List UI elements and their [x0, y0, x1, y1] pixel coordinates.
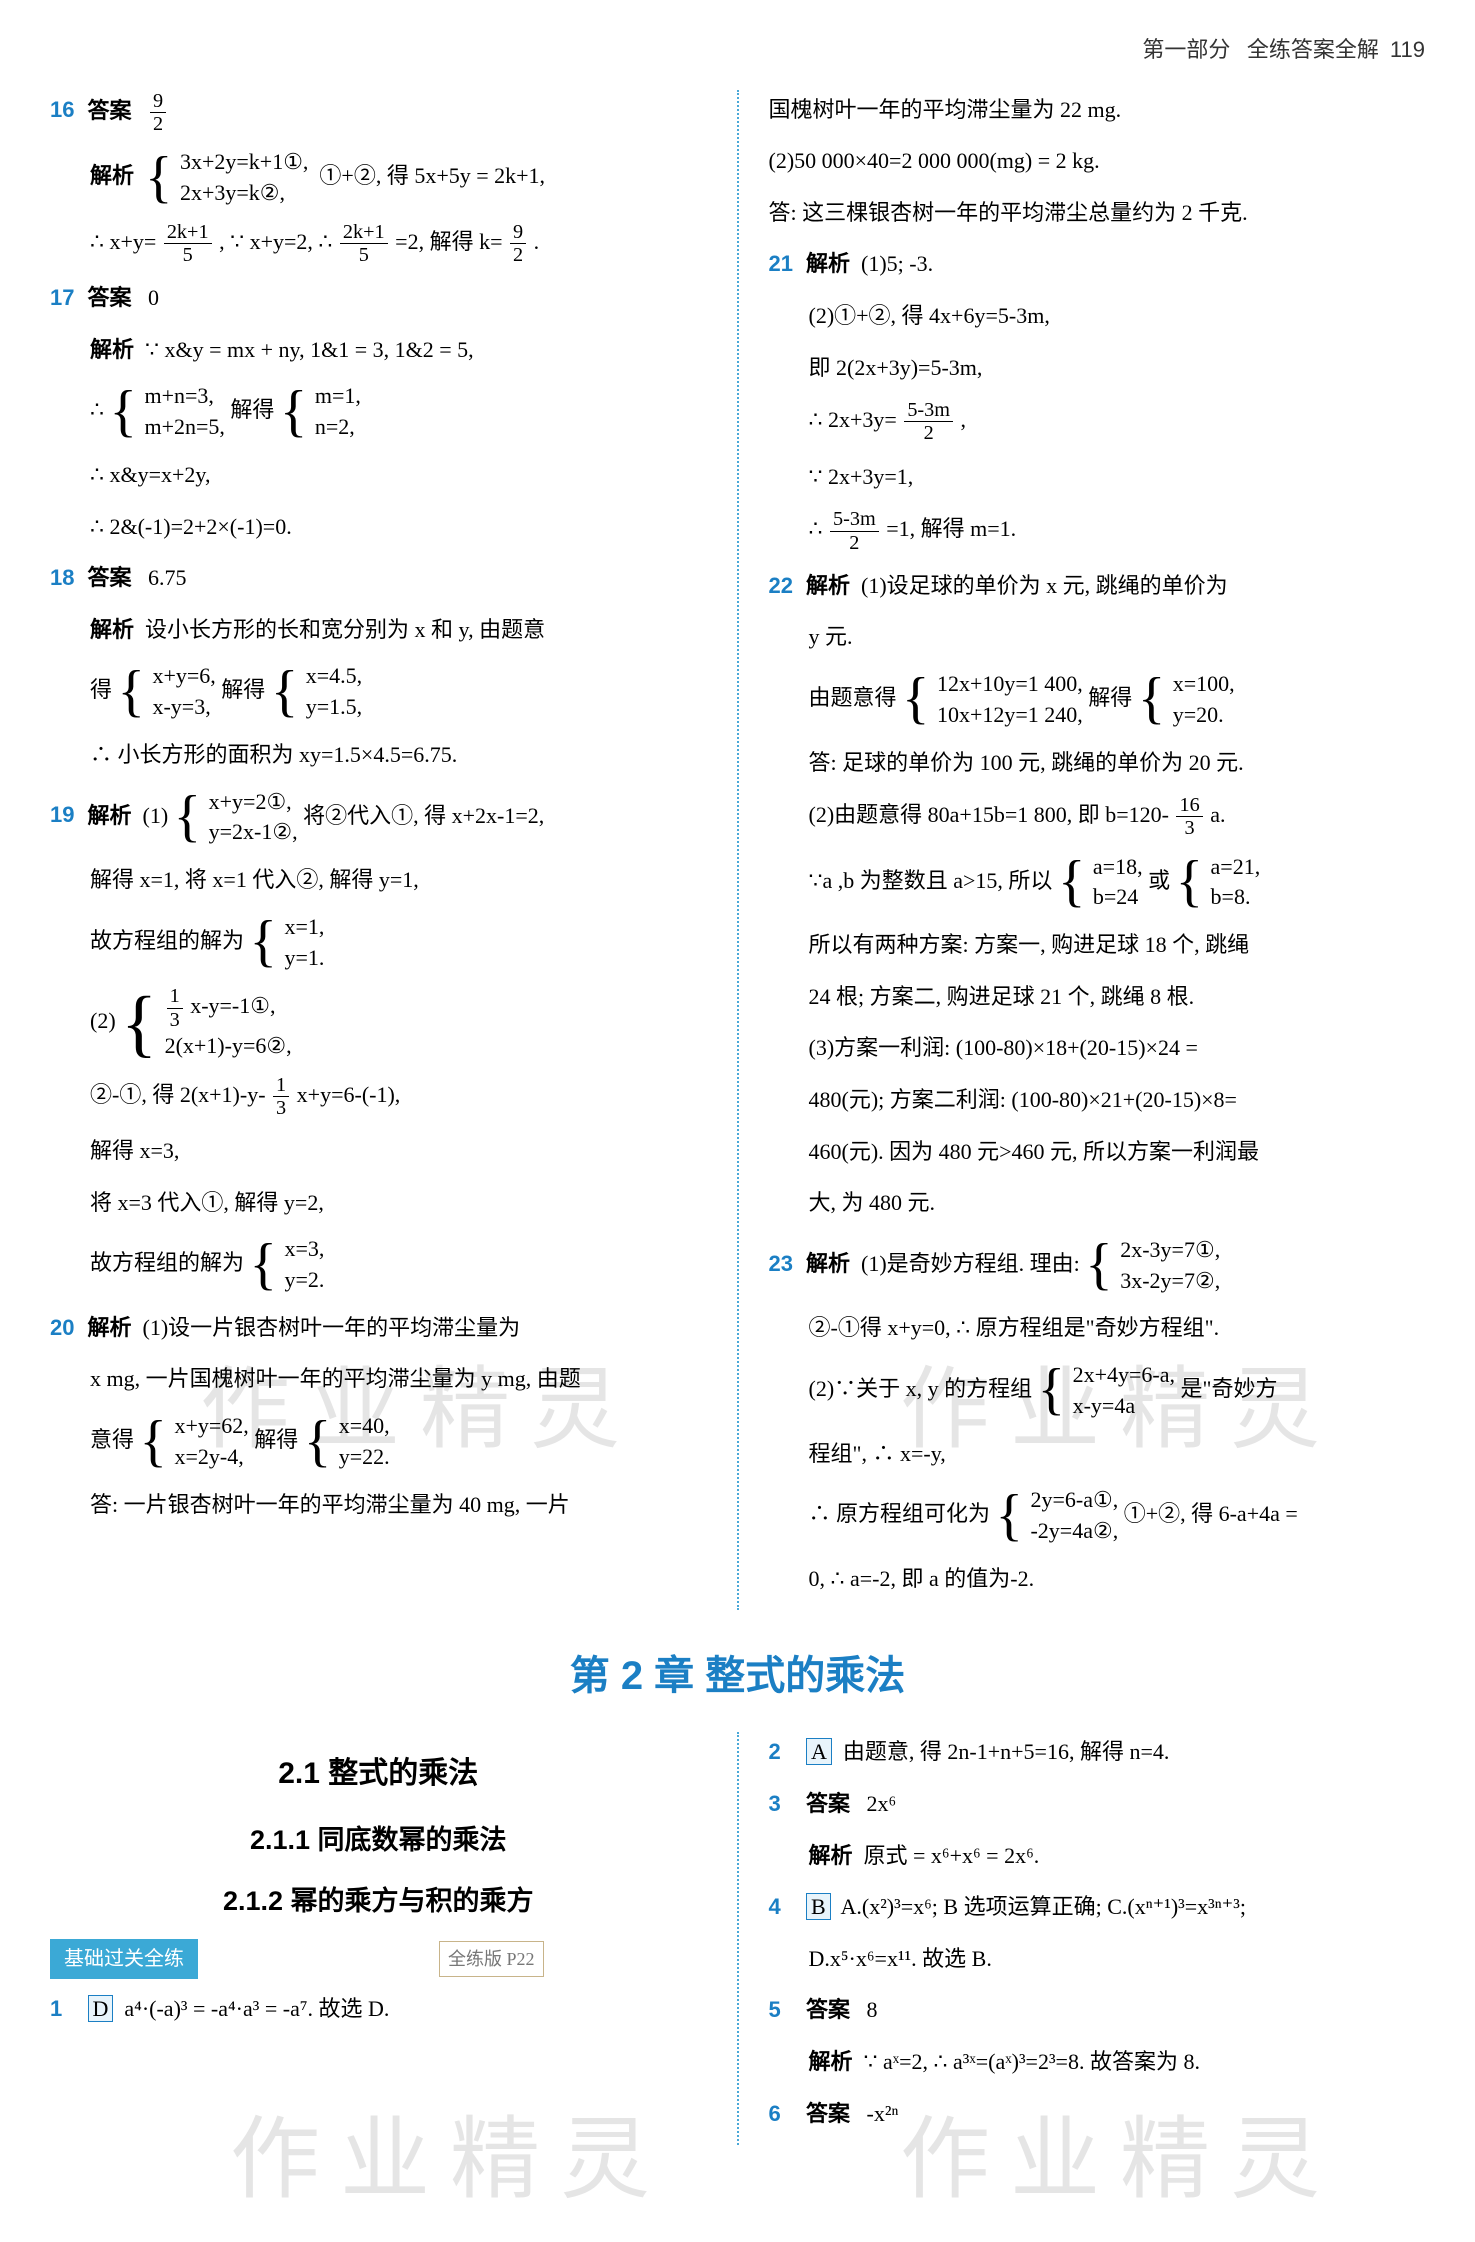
- practice-tag: 基础过关全练: [50, 1939, 198, 1979]
- question-2: 2 A 由题意, 得 2n-1+n+5=16, 解得 n=4.: [769, 1732, 1426, 1772]
- answer-label: 答案: [88, 285, 132, 310]
- practice-tag-row: 基础过关全练 全练版 P22: [50, 1938, 707, 1979]
- header-title: 全练答案全解: [1247, 37, 1379, 62]
- question-22: 22 解析 (1)设足球的单价为 x 元, 跳绳的单价为: [769, 566, 1426, 606]
- subsection-2-1-1: 2.1.1 同底数幂的乘法: [50, 1816, 707, 1865]
- q17-answer: 0: [148, 285, 159, 310]
- question-5: 5 答案 8: [769, 1990, 1426, 2030]
- chapter-2-title: 第 2 章 整式的乘法: [50, 1640, 1425, 1712]
- question-17: 17 答案 0: [50, 278, 707, 318]
- q1-answer-box: D: [88, 1995, 114, 2022]
- question-16: 16 答案 92: [50, 90, 707, 136]
- right-column: 国槐树叶一年的平均滞尘量为 22 mg. (2)50 000×40=2 000 …: [769, 90, 1426, 1611]
- bottom-right-column: 2 A 由题意, 得 2n-1+n+5=16, 解得 n=4. 3 答案 2x⁶…: [769, 1732, 1426, 2145]
- question-18: 18 答案 6.75: [50, 558, 707, 598]
- question-23: 23 解析 (1)是奇妙方程组. 理由: { 2x-3y=7①, 3x-2y=7…: [769, 1235, 1426, 1297]
- question-21: 21 解析 (1)5; -3.: [769, 244, 1426, 284]
- q16-answer: 92: [150, 90, 166, 136]
- section-2-1: 2.1 整式的乘法: [50, 1747, 707, 1801]
- question-6: 6 答案 -x²ⁿ: [769, 2094, 1426, 2134]
- page-number: 119: [1390, 37, 1425, 62]
- page-ref-tag: 全练版 P22: [439, 1941, 544, 1977]
- answer-label: 答案: [88, 97, 132, 122]
- question-4: 4 B A.(x²)³=x⁶; B 选项运算正确; C.(xⁿ⁺¹)³=x³ⁿ⁺…: [769, 1887, 1426, 1927]
- question-20: 20 解析 (1)设一片银杏树叶一年的平均滞尘量为: [50, 1308, 707, 1348]
- column-divider: [737, 90, 739, 1611]
- page-header: 第一部分 全练答案全解 119: [50, 30, 1425, 70]
- subsection-2-1-2: 2.1.2 幂的乘方与积的乘方: [50, 1877, 707, 1926]
- question-1: 1 D a⁴·(-a)³ = -a⁴·a³ = -a⁷. 故选 D.: [50, 1989, 707, 2029]
- bottom-left-column: 2.1 整式的乘法 2.1.1 同底数幂的乘法 2.1.2 幂的乘方与积的乘方 …: [50, 1732, 707, 2145]
- q17-num: 17: [50, 278, 82, 318]
- left-column: 16 答案 92 解析 { 3x+2y=k+1①, 2x+3y=k②, ①+②,…: [50, 90, 707, 1611]
- exp-label: 解析: [90, 163, 134, 188]
- question-19: 19 解析 (1) { x+y=2①, y=2x-1②, 将②代入①, 得 x+…: [50, 787, 707, 849]
- column-divider: [737, 1732, 739, 2145]
- question-3: 3 答案 2x⁶: [769, 1784, 1426, 1824]
- header-part: 第一部分: [1142, 37, 1230, 62]
- q16-num: 16: [50, 90, 82, 130]
- q16-explanation: 解析 { 3x+2y=k+1①, 2x+3y=k②, ①+②, 得 5x+5y …: [50, 147, 707, 209]
